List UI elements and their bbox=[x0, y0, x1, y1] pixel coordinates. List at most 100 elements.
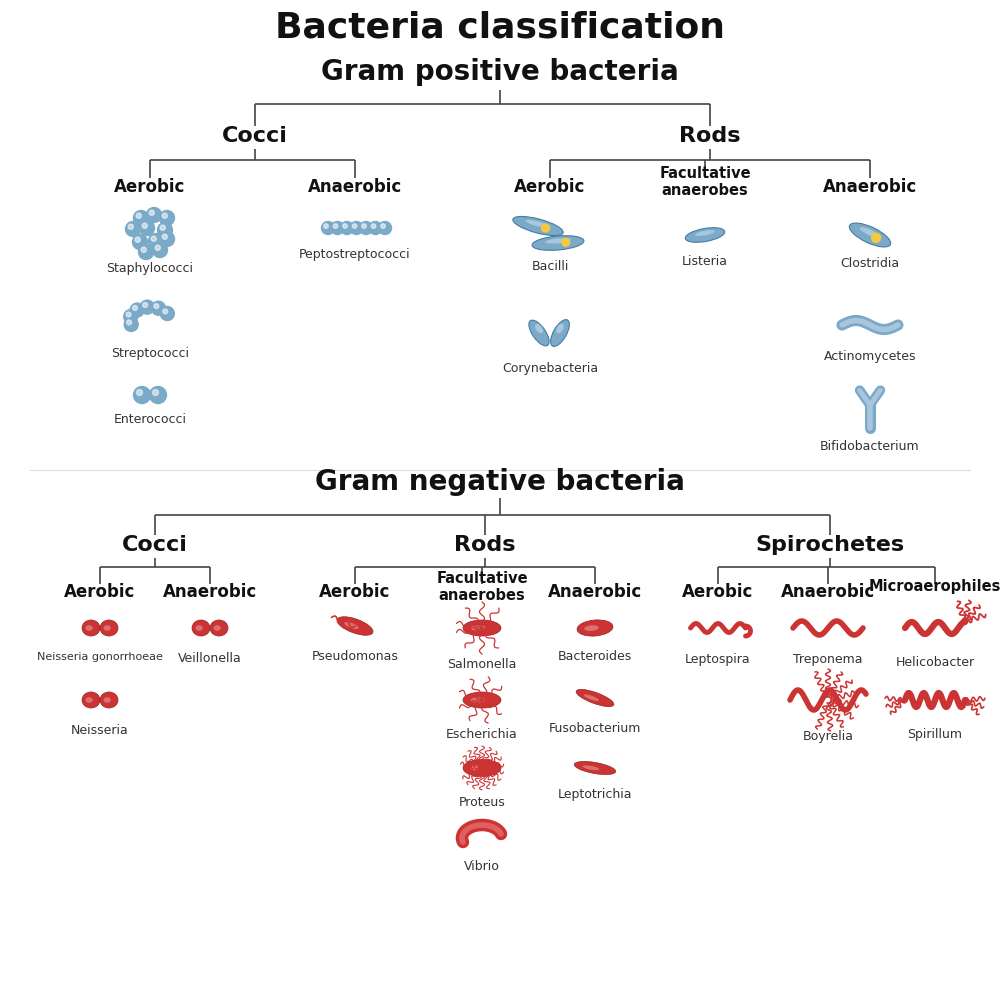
Ellipse shape bbox=[525, 220, 551, 228]
Ellipse shape bbox=[463, 692, 501, 708]
Ellipse shape bbox=[535, 324, 543, 333]
Text: Clostridia: Clostridia bbox=[840, 257, 900, 270]
Ellipse shape bbox=[86, 697, 93, 703]
Circle shape bbox=[562, 238, 570, 246]
Ellipse shape bbox=[210, 620, 228, 636]
Circle shape bbox=[872, 233, 881, 242]
Circle shape bbox=[134, 211, 148, 226]
Circle shape bbox=[140, 300, 154, 314]
Circle shape bbox=[160, 306, 174, 320]
Ellipse shape bbox=[584, 625, 599, 631]
Text: Bacteroides: Bacteroides bbox=[558, 650, 632, 663]
Ellipse shape bbox=[860, 227, 880, 238]
Circle shape bbox=[143, 303, 148, 307]
Circle shape bbox=[134, 386, 150, 403]
Circle shape bbox=[146, 208, 162, 223]
Ellipse shape bbox=[104, 697, 111, 703]
Circle shape bbox=[148, 233, 164, 248]
Text: Aerobic: Aerobic bbox=[319, 583, 391, 601]
Ellipse shape bbox=[104, 625, 111, 631]
Circle shape bbox=[371, 224, 376, 228]
Text: Aerobic: Aerobic bbox=[114, 178, 186, 196]
Circle shape bbox=[128, 224, 133, 229]
Ellipse shape bbox=[100, 692, 118, 708]
Ellipse shape bbox=[196, 625, 203, 631]
Text: Rods: Rods bbox=[454, 535, 516, 555]
Text: Aerobic: Aerobic bbox=[682, 583, 754, 601]
Text: Facultative
anaerobes: Facultative anaerobes bbox=[659, 166, 751, 198]
Text: Aerobic: Aerobic bbox=[514, 178, 586, 196]
Circle shape bbox=[135, 237, 140, 242]
Text: Staphylococci: Staphylococci bbox=[106, 262, 194, 275]
Ellipse shape bbox=[463, 760, 501, 776]
Circle shape bbox=[124, 310, 138, 324]
Circle shape bbox=[350, 221, 363, 234]
Ellipse shape bbox=[545, 238, 571, 244]
Circle shape bbox=[160, 232, 175, 246]
Circle shape bbox=[362, 224, 366, 228]
Ellipse shape bbox=[82, 620, 100, 636]
Text: Microaerophiles: Microaerophiles bbox=[869, 580, 1000, 594]
Circle shape bbox=[138, 244, 154, 259]
Circle shape bbox=[154, 304, 159, 309]
Text: Spirillum: Spirillum bbox=[908, 728, 962, 741]
Text: Facultative
anaerobes: Facultative anaerobes bbox=[436, 571, 528, 603]
Text: Enterococci: Enterococci bbox=[114, 413, 186, 426]
Circle shape bbox=[152, 389, 158, 395]
Circle shape bbox=[126, 222, 140, 236]
Text: Veillonella: Veillonella bbox=[178, 652, 242, 665]
Ellipse shape bbox=[576, 689, 614, 707]
Ellipse shape bbox=[574, 761, 616, 775]
Circle shape bbox=[322, 221, 334, 234]
Ellipse shape bbox=[192, 620, 210, 636]
Circle shape bbox=[381, 224, 385, 228]
Ellipse shape bbox=[337, 617, 373, 635]
Text: Bifidobacterium: Bifidobacterium bbox=[820, 440, 920, 453]
Ellipse shape bbox=[583, 765, 599, 770]
Text: Neisseria: Neisseria bbox=[71, 724, 129, 737]
Circle shape bbox=[141, 247, 146, 252]
Text: Gram positive bacteria: Gram positive bacteria bbox=[321, 58, 679, 86]
Text: Neisseria gonorrhoeae: Neisseria gonorrhoeae bbox=[37, 652, 163, 662]
Text: Leptospira: Leptospira bbox=[685, 653, 751, 666]
Text: Anaerobic: Anaerobic bbox=[163, 583, 257, 601]
Circle shape bbox=[132, 234, 148, 249]
Text: Leptotrichia: Leptotrichia bbox=[558, 788, 632, 801]
Ellipse shape bbox=[471, 765, 486, 771]
Ellipse shape bbox=[551, 320, 569, 346]
Circle shape bbox=[127, 320, 132, 325]
Text: Treponema: Treponema bbox=[793, 653, 863, 666]
Text: Gram negative bacteria: Gram negative bacteria bbox=[315, 468, 685, 496]
Circle shape bbox=[160, 211, 175, 226]
Circle shape bbox=[340, 221, 354, 234]
Circle shape bbox=[130, 303, 144, 317]
Ellipse shape bbox=[695, 230, 715, 236]
Ellipse shape bbox=[86, 625, 93, 631]
Circle shape bbox=[162, 213, 167, 218]
Text: Spirochetes: Spirochetes bbox=[755, 535, 905, 555]
Circle shape bbox=[333, 224, 338, 228]
Ellipse shape bbox=[532, 236, 584, 250]
Text: Streptococci: Streptococci bbox=[111, 347, 189, 360]
Circle shape bbox=[331, 221, 344, 234]
Text: Salmonella: Salmonella bbox=[447, 658, 517, 671]
Ellipse shape bbox=[82, 692, 100, 708]
Text: Cocci: Cocci bbox=[222, 126, 288, 146]
Circle shape bbox=[151, 301, 165, 315]
Circle shape bbox=[136, 213, 141, 218]
Text: Boyrelia: Boyrelia bbox=[802, 730, 853, 743]
Ellipse shape bbox=[529, 320, 549, 346]
Circle shape bbox=[378, 221, 391, 234]
Text: Anaerobic: Anaerobic bbox=[548, 583, 642, 601]
Text: Actinomycetes: Actinomycetes bbox=[824, 350, 916, 363]
Circle shape bbox=[124, 317, 138, 331]
Ellipse shape bbox=[685, 228, 725, 242]
Text: Helicobacter: Helicobacter bbox=[895, 656, 975, 669]
Text: Bacilli: Bacilli bbox=[531, 260, 569, 273]
Ellipse shape bbox=[584, 694, 599, 701]
Text: Pseudomonas: Pseudomonas bbox=[312, 650, 398, 663]
Circle shape bbox=[152, 242, 168, 257]
Ellipse shape bbox=[344, 622, 359, 629]
Text: Fusobacterium: Fusobacterium bbox=[549, 722, 641, 735]
Circle shape bbox=[163, 309, 168, 314]
